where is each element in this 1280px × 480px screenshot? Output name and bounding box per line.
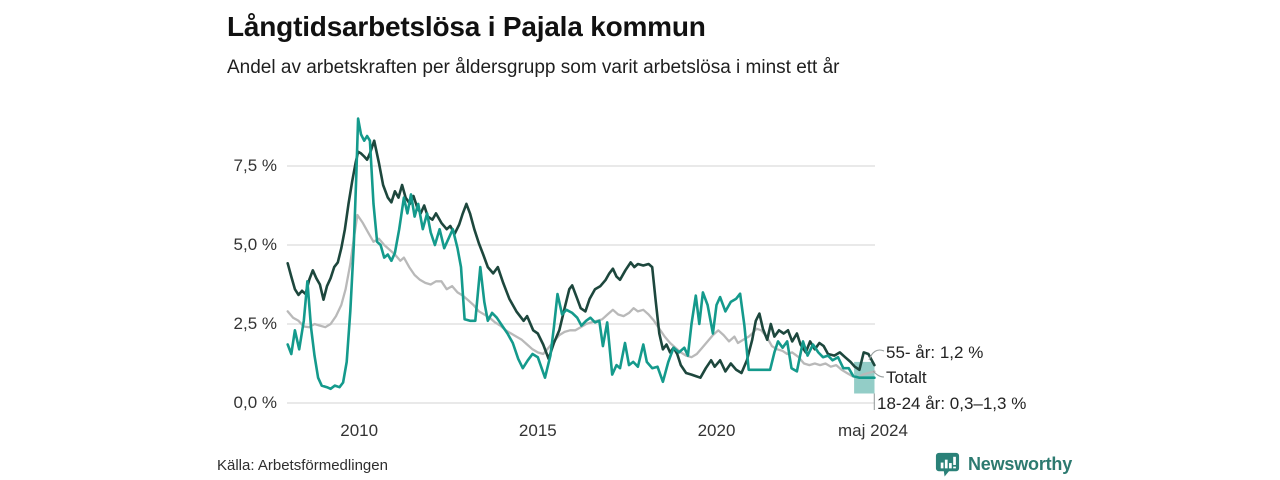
newsworthy-logo: Newsworthy xyxy=(934,451,1072,478)
annotation-leader-line xyxy=(872,370,885,378)
chart-title: Långtidsarbetslösa i Pajala kommun xyxy=(227,11,706,42)
series-line-totalt xyxy=(286,213,876,379)
y-axis-tick-label: 7,5 % xyxy=(233,156,277,175)
annotation-55-ar: 55- år: 1,2 % xyxy=(886,343,984,362)
y-axis-tick-label: 5,0 % xyxy=(233,235,277,254)
x-axis-tick-label: maj 2024 xyxy=(838,421,908,440)
annotation-totalt: Totalt xyxy=(886,368,927,387)
series-line-s55 xyxy=(286,139,876,380)
annotation-leader-line xyxy=(868,349,885,361)
source-note: Källa: Arbetsförmedlingen xyxy=(217,457,388,474)
series-line-s1824 xyxy=(286,117,876,391)
newsworthy-wordmark: Newsworthy xyxy=(968,454,1073,474)
annotation-18-24-ar: 18-24 år: 0,3–1,3 % xyxy=(877,394,1027,413)
chart-subtitle: Andel av arbetskraften per åldersgrupp s… xyxy=(227,57,840,78)
newsworthy-chart-bubble-icon xyxy=(935,452,960,477)
x-axis-tick-label: 2010 xyxy=(340,421,379,440)
x-axis-tick-label: 2020 xyxy=(697,421,736,440)
y-axis-tick-label: 0,0 % xyxy=(233,393,277,412)
x-axis-tick-label: 2015 xyxy=(518,421,557,440)
y-axis-tick-label: 2,5 % xyxy=(233,314,277,333)
